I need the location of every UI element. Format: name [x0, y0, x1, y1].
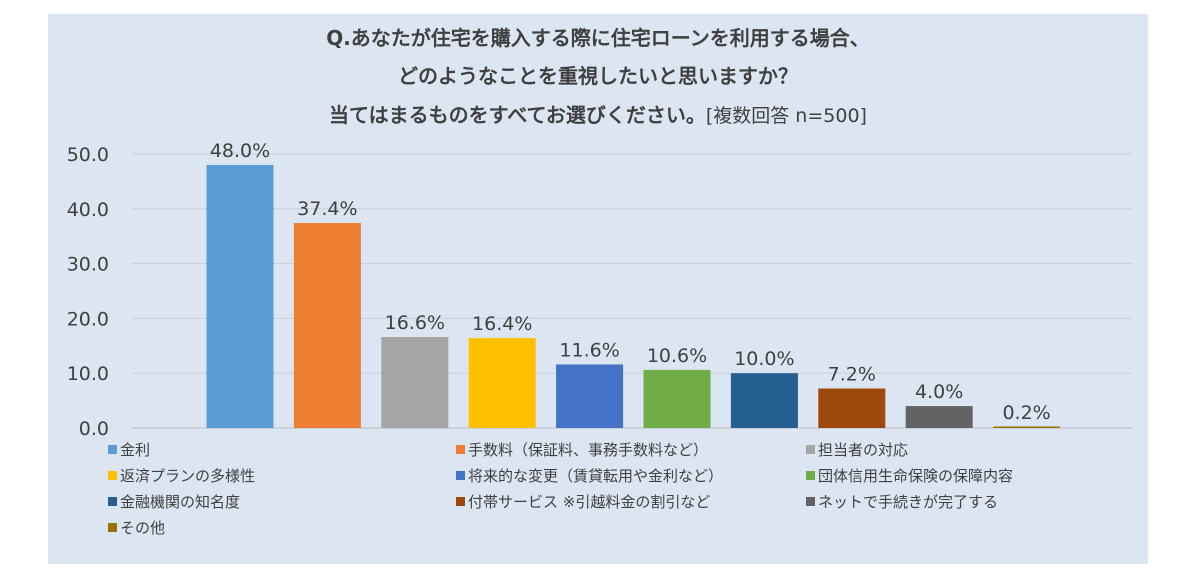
bar [993, 426, 1061, 428]
y-tick-label: 0.0 [79, 418, 109, 440]
data-label: 16.6% [385, 312, 445, 334]
legend-label: 返済プランの多様性 [120, 466, 256, 485]
legend-row: その他 [108, 514, 1138, 540]
y-tick-label: 50.0 [67, 144, 109, 166]
bar [643, 369, 711, 428]
data-label: 4.0% [915, 381, 963, 403]
bar [905, 406, 973, 428]
legend-item: 担当者の対応 [806, 439, 1126, 460]
data-label: 7.2% [828, 364, 876, 386]
legend-item: その他 [108, 517, 456, 538]
data-label: 48.0% [210, 140, 270, 162]
chart-title-line-1: Q.あなたが住宅を購入する際に住宅ローンを利用する場合、 [326, 26, 870, 50]
legend-label: 付帯サービス ※引越料金の割引など [468, 492, 711, 511]
bar [730, 373, 798, 428]
legend-swatch [806, 470, 815, 480]
bar-chart: 0.0 10.0 20.0 30.0 40.0 50.0 48.0% 37.4% 16.6% 16… [67, 140, 1132, 440]
data-label: 11.6% [559, 339, 619, 361]
legend-label: 団体信用生命保険の保障内容 [818, 466, 1014, 485]
legend-label: ネットで手続きが完了する [818, 492, 999, 511]
bar [468, 338, 536, 428]
chart-title-line-2: どのようなことを重視したいと思いますか？ [398, 64, 798, 88]
legend-label: 金利 [120, 440, 151, 459]
legend: 金利 手数料（保証料、事務手数料など） 担当者の対応返済プランの多様性 将来的な変更（… [108, 436, 1138, 540]
y-tick-label: 20.0 [67, 308, 109, 330]
y-tick-label: 10.0 [67, 363, 109, 385]
chart-title-question: 当てはまるものをすべてお選びください。 [329, 103, 706, 127]
legend-item: 手数料（保証料、事務手数料など） [456, 439, 806, 460]
legend-swatch [806, 444, 815, 454]
legend-swatch [456, 470, 465, 480]
legend-swatch [108, 496, 117, 506]
chart-panel: Q.あなたが住宅を購入する際に住宅ローンを利用する場合、 どのようなことを重視し… [48, 14, 1148, 564]
chart-title-line-3: 当てはまるものをすべてお選びください。[複数回答 n=500] [48, 99, 1148, 128]
legend-swatch [108, 470, 117, 480]
y-tick-label: 30.0 [67, 254, 109, 276]
legend-item: 将来的な変更（賃貸転用や金利など） [456, 465, 806, 486]
bar [206, 164, 274, 428]
legend-row: 返済プランの多様性 将来的な変更（賃貸転用や金利など） 団体信用生命保険の保障内容 [108, 462, 1138, 488]
legend-swatch [456, 496, 465, 506]
bar [818, 388, 886, 428]
legend-swatch [108, 444, 117, 454]
legend-item: 団体信用生命保険の保障内容 [806, 465, 1126, 486]
legend-row: 金融機関の知名度 付帯サービス ※引越料金の割引など ネットで手続きが完了する [108, 488, 1138, 514]
bar [293, 223, 361, 428]
data-label: 37.4% [297, 198, 357, 220]
y-tick-label: 40.0 [67, 199, 109, 221]
legend-label: その他 [120, 518, 166, 537]
bar [381, 337, 449, 428]
data-label: 0.2% [1002, 402, 1050, 424]
legend-label: 金融機関の知名度 [120, 492, 241, 511]
legend-item: 金利 [108, 439, 456, 460]
legend-item: ネットで手続きが完了する [806, 491, 1126, 512]
legend-label: 将来的な変更（賃貸転用や金利など） [468, 466, 724, 485]
legend-swatch [108, 522, 117, 532]
data-label: 16.4% [472, 313, 532, 335]
chart-title-note: [複数回答 n=500] [705, 105, 867, 127]
legend-swatch [456, 444, 465, 454]
legend-label: 担当者の対応 [818, 440, 909, 459]
legend-item: 付帯サービス ※引越料金の割引など [456, 491, 806, 512]
bar [556, 364, 624, 428]
legend-item: 返済プランの多様性 [108, 465, 456, 486]
data-label: 10.6% [647, 345, 707, 367]
legend-item: 金融機関の知名度 [108, 491, 456, 512]
legend-label: 手数料（保証料、事務手数料など） [468, 440, 709, 459]
legend-row: 金利 手数料（保証料、事務手数料など） 担当者の対応 [108, 436, 1138, 462]
legend-swatch [806, 496, 815, 506]
data-label: 10.0% [734, 348, 794, 370]
